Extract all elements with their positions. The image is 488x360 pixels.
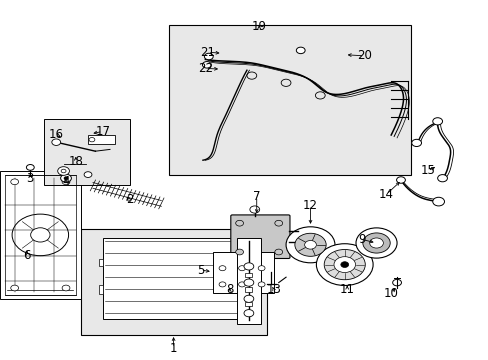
Text: 5: 5 (196, 264, 204, 276)
Text: 1: 1 (169, 342, 177, 355)
Circle shape (244, 263, 253, 270)
Circle shape (52, 139, 61, 145)
Circle shape (396, 177, 405, 183)
Text: 8: 8 (225, 283, 233, 296)
Circle shape (258, 282, 264, 287)
Bar (99, 260, 102, 266)
Circle shape (235, 220, 243, 226)
Circle shape (432, 118, 442, 125)
Text: 19: 19 (251, 21, 266, 33)
Circle shape (204, 53, 213, 60)
Text: 4: 4 (62, 175, 70, 188)
FancyBboxPatch shape (230, 215, 289, 258)
Text: 7: 7 (252, 190, 260, 203)
Circle shape (437, 175, 447, 182)
Circle shape (244, 310, 253, 317)
Bar (81, 229, 266, 335)
Bar (237, 238, 260, 324)
Circle shape (274, 220, 282, 226)
Circle shape (244, 279, 253, 286)
Circle shape (61, 174, 71, 182)
Circle shape (285, 227, 334, 263)
Circle shape (333, 257, 355, 273)
Text: 16: 16 (49, 129, 63, 141)
Text: 14: 14 (378, 188, 393, 201)
Text: 10: 10 (383, 287, 398, 300)
Text: 20: 20 (356, 49, 371, 62)
Text: 22: 22 (198, 62, 212, 75)
Text: 9: 9 (357, 233, 365, 246)
Circle shape (304, 240, 316, 249)
Bar (88, 135, 115, 144)
Circle shape (62, 179, 70, 185)
Circle shape (26, 165, 34, 170)
Text: 17: 17 (95, 125, 110, 138)
Bar (5, 175, 76, 295)
Circle shape (369, 238, 383, 248)
Circle shape (258, 266, 264, 271)
Circle shape (274, 249, 282, 255)
Circle shape (11, 285, 19, 291)
Circle shape (219, 266, 225, 271)
Bar (168, 25, 410, 175)
Circle shape (355, 228, 396, 258)
Circle shape (89, 138, 95, 142)
Circle shape (294, 233, 325, 256)
Text: 13: 13 (266, 283, 281, 296)
Circle shape (238, 266, 245, 271)
Circle shape (219, 282, 225, 287)
Bar (242, 285, 245, 294)
Text: 21: 21 (200, 46, 215, 59)
Bar (245, 273, 252, 277)
Bar (245, 302, 252, 306)
Circle shape (11, 179, 19, 185)
Circle shape (324, 249, 365, 280)
Circle shape (244, 295, 253, 302)
Circle shape (62, 285, 70, 291)
Circle shape (238, 282, 245, 287)
Circle shape (61, 169, 66, 173)
Text: 18: 18 (68, 156, 83, 168)
Bar (212, 252, 273, 293)
Circle shape (411, 139, 421, 147)
Circle shape (84, 172, 92, 177)
Bar (99, 285, 102, 294)
Bar (0, 171, 81, 299)
Circle shape (31, 228, 50, 242)
Circle shape (296, 47, 305, 54)
Text: 12: 12 (303, 199, 317, 212)
Circle shape (58, 167, 69, 175)
Bar (44, 119, 129, 185)
Circle shape (392, 279, 401, 286)
Text: 6: 6 (23, 249, 31, 262)
Text: 15: 15 (420, 165, 434, 177)
Bar (102, 238, 242, 319)
Circle shape (249, 206, 259, 213)
Circle shape (64, 177, 68, 180)
Circle shape (202, 62, 211, 68)
Text: 11: 11 (339, 283, 354, 296)
Circle shape (432, 197, 444, 206)
Text: 2: 2 (125, 193, 133, 206)
Circle shape (340, 262, 348, 267)
Circle shape (362, 233, 389, 253)
Bar (242, 260, 245, 266)
Bar (245, 287, 252, 292)
Circle shape (316, 244, 372, 285)
Circle shape (235, 249, 243, 255)
Text: 3: 3 (26, 172, 34, 185)
